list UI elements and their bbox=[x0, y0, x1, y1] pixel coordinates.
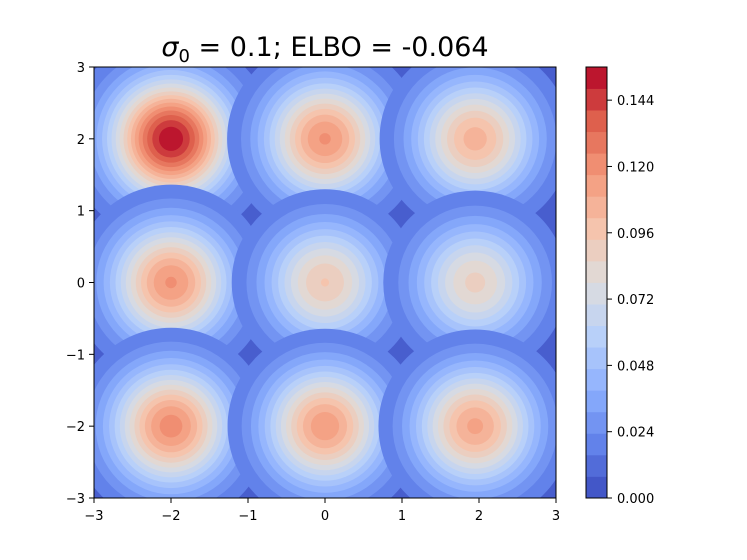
contour-level-ring bbox=[310, 412, 340, 441]
colorbar-band bbox=[586, 411, 607, 434]
colorbar-band bbox=[586, 88, 607, 111]
colorbar-band bbox=[586, 217, 607, 240]
contour-peak bbox=[379, 67, 556, 235]
contour-level-ring bbox=[467, 418, 484, 435]
contour-level-ring bbox=[320, 278, 330, 287]
x-axis: −3 −2 −1 0 1 2 3 bbox=[84, 498, 560, 524]
y-tick-label: 2 bbox=[77, 133, 85, 148]
colorbar-tick-label: 0.048 bbox=[617, 359, 654, 374]
colorbar-band bbox=[586, 347, 607, 370]
colorbar-tick-label: 0.120 bbox=[617, 160, 654, 175]
contour-level-ring bbox=[165, 276, 177, 289]
title-rest: = 0.1; ELBO = -0.064 bbox=[190, 32, 489, 63]
y-tick-label: −3 bbox=[66, 492, 85, 507]
plot-area bbox=[93, 66, 557, 499]
contour-level-ring bbox=[159, 414, 183, 438]
y-tick-label: 1 bbox=[77, 205, 85, 220]
x-tick-label: 1 bbox=[398, 509, 406, 524]
colorbar-band bbox=[586, 260, 607, 283]
colorbar-ticks: 0.000 0.024 0.048 0.072 0.096 0.120 0.144 bbox=[607, 94, 654, 507]
contour-peak bbox=[231, 189, 419, 376]
contour-peak bbox=[227, 67, 423, 237]
colorbar-band bbox=[586, 196, 607, 219]
x-tick-label: 2 bbox=[475, 509, 483, 524]
colorbar-band bbox=[586, 390, 607, 413]
contour-level-ring bbox=[465, 272, 486, 293]
colorbar-band bbox=[586, 110, 607, 133]
y-axis: −3 −2 −1 0 1 2 3 bbox=[66, 61, 94, 507]
x-tick-label: −1 bbox=[238, 509, 257, 524]
colorbar-band bbox=[586, 239, 607, 262]
colorbar-tick-label: 0.072 bbox=[617, 293, 654, 308]
x-tick-label: −2 bbox=[161, 509, 180, 524]
colorbar-tick-label: 0.144 bbox=[617, 94, 654, 109]
colorbar-band bbox=[586, 131, 607, 154]
colorbar-band bbox=[586, 476, 607, 499]
title-sigma: σ bbox=[161, 32, 179, 63]
x-tick-label: 0 bbox=[321, 509, 329, 524]
title-subscript: 0 bbox=[179, 46, 190, 67]
colorbar-band bbox=[586, 433, 607, 456]
colorbar-bands bbox=[586, 67, 607, 499]
y-tick-label: −2 bbox=[66, 420, 85, 435]
colorbar: 0.000 0.024 0.048 0.072 0.096 0.120 0.144 bbox=[585, 66, 654, 507]
colorbar-band bbox=[586, 282, 607, 305]
x-tick-label: −3 bbox=[84, 509, 103, 524]
colorbar-band bbox=[586, 153, 607, 176]
contour-peak bbox=[383, 190, 556, 375]
contour-layer bbox=[94, 67, 556, 498]
colorbar-band bbox=[586, 174, 607, 197]
colorbar-band bbox=[586, 368, 607, 391]
colorbar-tick-label: 0.024 bbox=[617, 426, 654, 441]
colorbar-tick-label: 0.000 bbox=[617, 492, 654, 507]
contour-level-ring bbox=[158, 126, 184, 151]
x-tick-label: 3 bbox=[552, 509, 560, 524]
y-tick-label: 3 bbox=[77, 61, 85, 76]
contour-peak bbox=[94, 327, 270, 498]
colorbar-tick-label: 0.096 bbox=[617, 227, 654, 242]
y-tick-label: 0 bbox=[77, 277, 85, 292]
chart-title: σ0 = 0.1; ELBO = -0.064 bbox=[161, 32, 488, 67]
colorbar-band bbox=[586, 325, 607, 348]
colorbar-band bbox=[586, 67, 607, 89]
contour-level-ring bbox=[463, 127, 487, 151]
contour-level-ring bbox=[319, 133, 331, 145]
y-tick-label: −1 bbox=[66, 348, 85, 363]
contour-peak bbox=[94, 184, 269, 381]
contour-peak bbox=[227, 328, 423, 498]
colorbar-band bbox=[586, 304, 607, 326]
colorbar-frame bbox=[585, 66, 608, 499]
colorbar-band bbox=[586, 454, 607, 477]
contour-peak bbox=[378, 329, 556, 498]
